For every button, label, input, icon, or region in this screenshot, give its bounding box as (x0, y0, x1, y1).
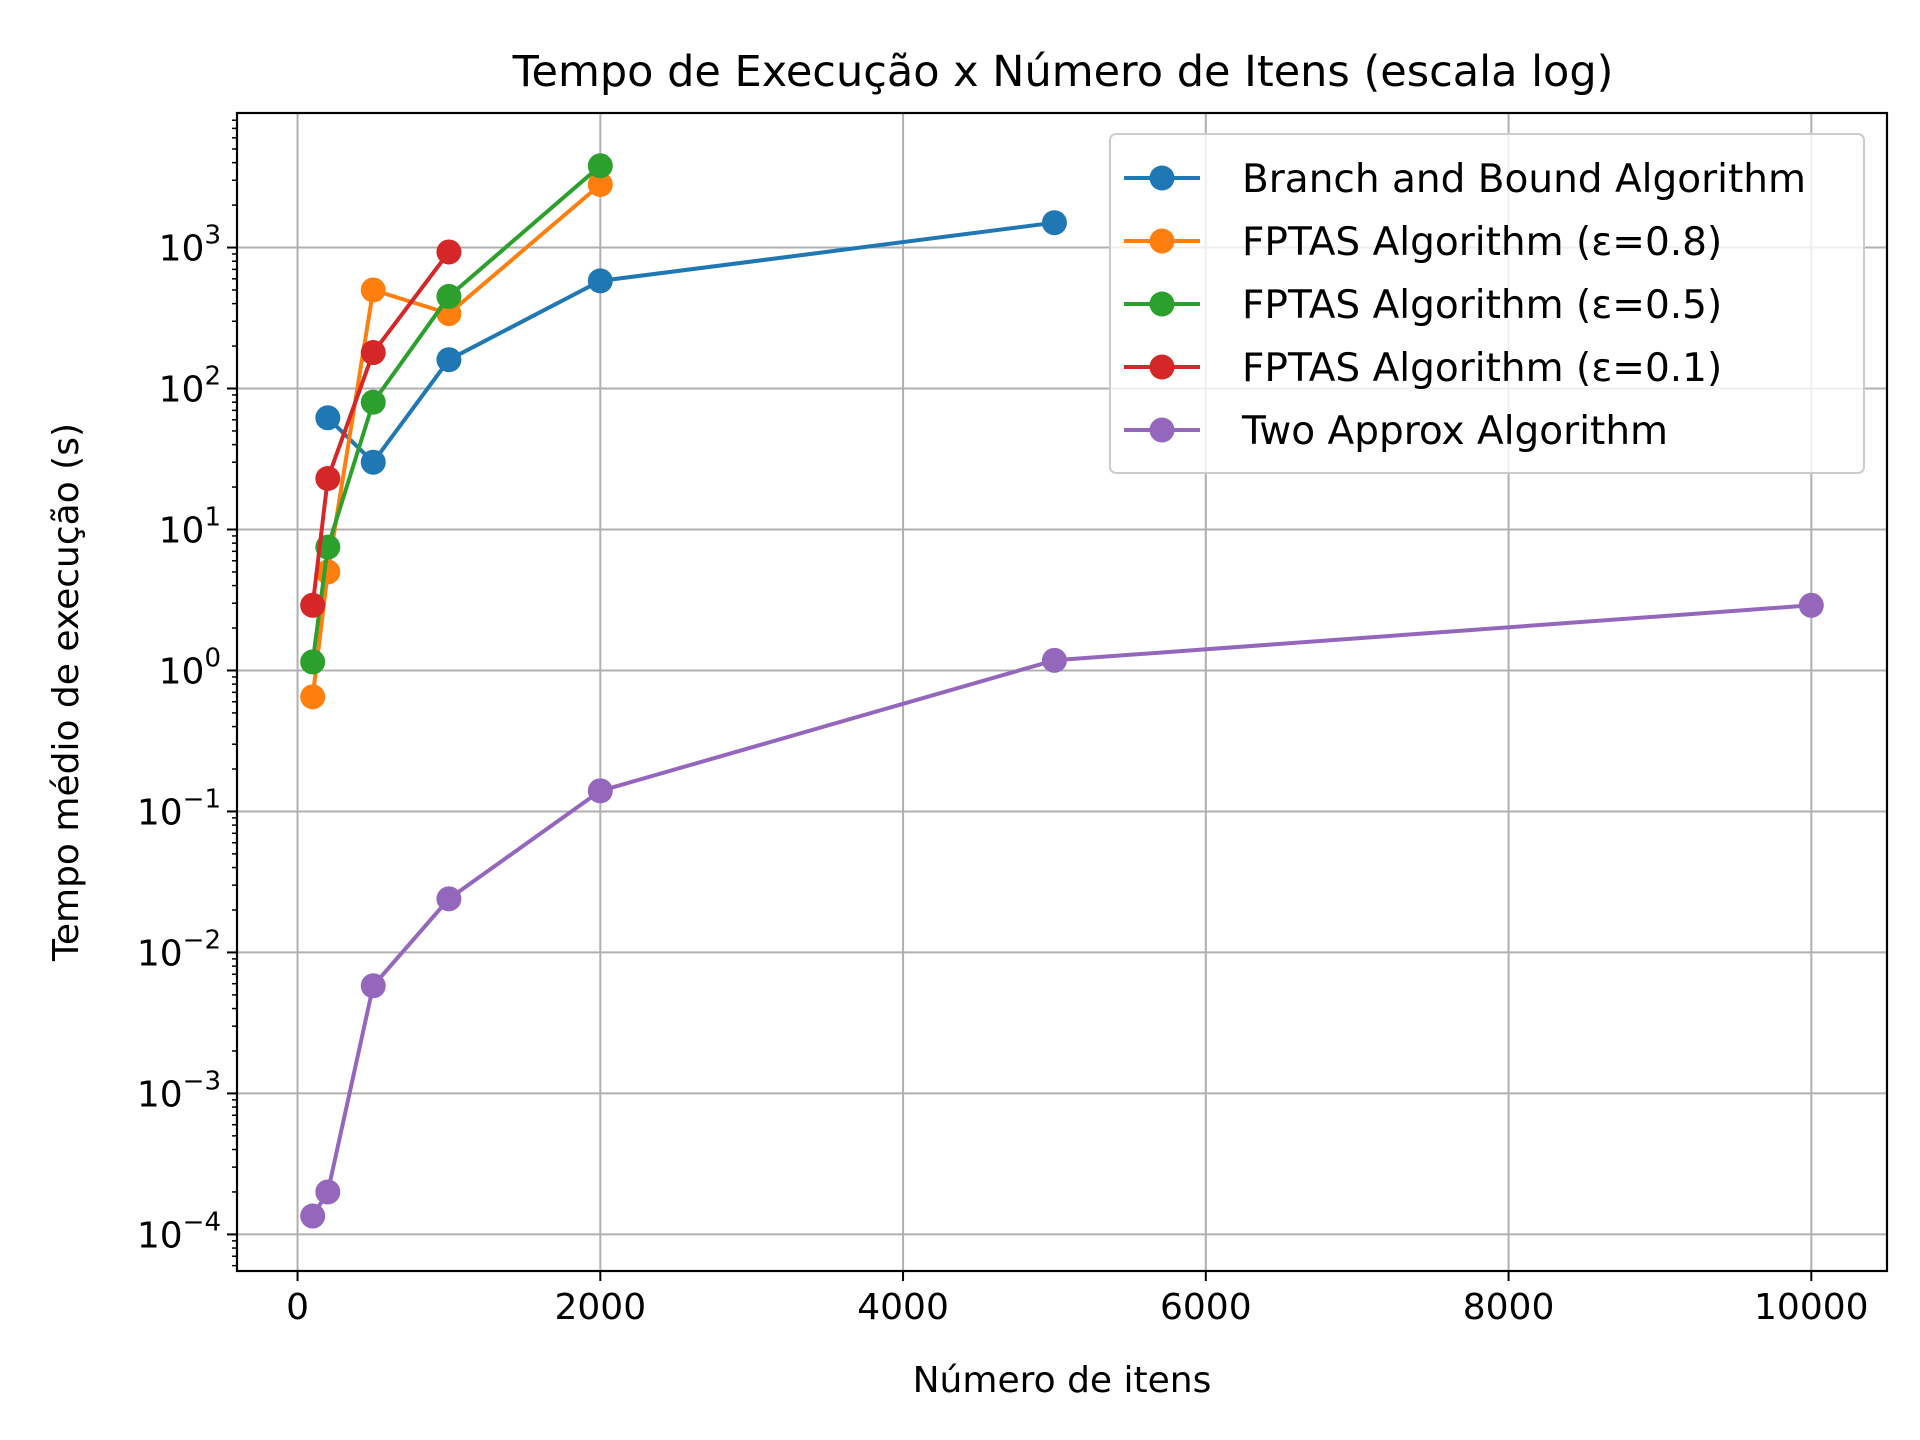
y-axis-label: Tempo médio de execução (s) (46, 423, 87, 962)
chart-title: Tempo de Execução x Número de Itens (esc… (512, 47, 1614, 97)
data-point (587, 171, 613, 197)
series-0 (315, 210, 1067, 475)
data-point (300, 684, 326, 710)
data-point (300, 592, 326, 618)
data-point (315, 405, 341, 431)
data-point (436, 239, 462, 265)
series-3 (300, 239, 462, 618)
y-tick-label: 103 (159, 221, 221, 270)
x-tick-label: 6000 (1160, 1287, 1252, 1328)
legend-label: Branch and Bound Algorithm (1242, 157, 1806, 202)
data-point (360, 340, 386, 366)
legend-swatch-marker (1149, 165, 1175, 191)
data-point (587, 268, 613, 294)
data-point (315, 559, 341, 585)
data-point (360, 449, 386, 475)
legend-swatch-marker (1149, 354, 1175, 380)
legend-swatch-marker (1149, 291, 1175, 317)
y-tick-label: 10−4 (137, 1207, 221, 1256)
data-point (1041, 647, 1067, 673)
x-tick-label: 10000 (1754, 1287, 1869, 1328)
x-tick-label: 0 (286, 1287, 309, 1328)
legend-item: FPTAS Algorithm (ε=0.1) (1124, 346, 1722, 391)
series-line (310, 250, 451, 606)
data-point (1041, 210, 1067, 236)
y-tick-label: 100 (159, 643, 221, 692)
legend-label: FPTAS Algorithm (ε=0.8) (1242, 220, 1722, 265)
data-point (360, 973, 386, 999)
legend-box (1109, 133, 1865, 474)
legend-swatch-marker (1149, 228, 1175, 254)
data-point (300, 1203, 326, 1229)
y-tick-label: 10−1 (137, 784, 221, 833)
data-point (315, 1179, 341, 1205)
legend-item: Branch and Bound Algorithm (1124, 157, 1806, 202)
series-4 (300, 592, 1824, 1229)
y-axis: 10−4 10−3 10−2 10−1 100 101 102 103 (137, 119, 237, 1267)
data-point (360, 277, 386, 303)
legend-label: Two Approx Algorithm (1241, 409, 1668, 454)
legend-label: FPTAS Algorithm (ε=0.1) (1242, 346, 1722, 391)
legend-swatch-marker (1149, 417, 1175, 443)
y-tick-label: 102 (159, 362, 221, 411)
data-point (1798, 592, 1824, 618)
data-point (300, 649, 326, 675)
data-point (436, 347, 462, 373)
x-tick-label: 8000 (1463, 1287, 1555, 1328)
data-point (436, 886, 462, 912)
y-tick-label: 10−3 (137, 1066, 221, 1115)
y-tick-label: 101 (159, 502, 221, 551)
data-point (436, 283, 462, 309)
y-tick-label: 10−2 (137, 925, 221, 974)
x-tick-label: 2000 (554, 1287, 646, 1328)
legend-label: FPTAS Algorithm (ε=0.5) (1242, 283, 1722, 328)
series-layer (300, 153, 1824, 1229)
legend-item: FPTAS Algorithm (ε=0.5) (1124, 283, 1722, 328)
data-point (360, 389, 386, 415)
data-point (587, 153, 613, 179)
x-axis: 0 2000 4000 6000 8000 10000 (286, 1271, 1869, 1328)
x-axis-label: Número de itens (913, 1360, 1212, 1401)
legend: Branch and Bound Algorithm FPTAS Algorith… (1109, 133, 1865, 474)
legend-item: FPTAS Algorithm (ε=0.8) (1124, 220, 1722, 265)
series-1 (300, 171, 613, 710)
data-point (315, 465, 341, 491)
data-point (587, 778, 613, 804)
grid (237, 113, 1887, 1271)
legend-item: Two Approx Algorithm (1124, 409, 1668, 454)
x-tick-label: 4000 (857, 1287, 949, 1328)
